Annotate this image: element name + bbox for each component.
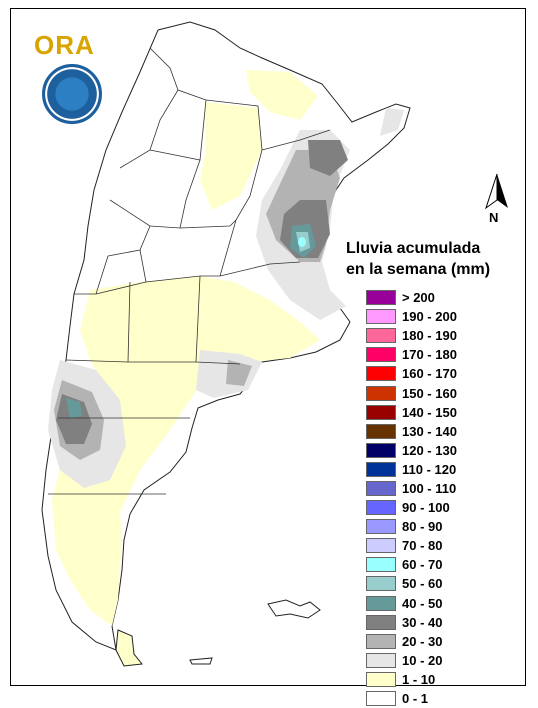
legend-item: 30 - 40 bbox=[366, 613, 516, 632]
legend-swatch bbox=[366, 480, 396, 496]
legend-label: 1 - 10 bbox=[402, 671, 436, 687]
legend-swatch bbox=[366, 328, 396, 344]
legend-item: 130 - 140 bbox=[366, 422, 516, 441]
legend-swatch bbox=[366, 309, 396, 325]
legend-swatch bbox=[366, 500, 396, 516]
north-label: N bbox=[489, 210, 499, 225]
legend-label: 150 - 160 bbox=[402, 385, 457, 401]
legend-swatch bbox=[366, 557, 396, 573]
legend-swatch bbox=[366, 347, 396, 363]
tierra-del-fuego-tip bbox=[189, 657, 213, 665]
legend-item: 0 - 1 bbox=[366, 689, 516, 708]
legend-label: 110 - 120 bbox=[402, 461, 457, 477]
legend-item: 90 - 100 bbox=[366, 498, 516, 517]
rain-zone-1-10 bbox=[52, 70, 320, 626]
legend-item: 120 - 130 bbox=[366, 441, 516, 460]
legend-swatch bbox=[366, 595, 396, 611]
legend-label: 70 - 80 bbox=[402, 538, 443, 554]
north-arrow-icon bbox=[485, 173, 508, 210]
legend-label: 50 - 60 bbox=[402, 576, 443, 592]
legend-item: 60 - 70 bbox=[366, 555, 516, 574]
legend-swatch bbox=[366, 519, 396, 535]
legend-swatch bbox=[366, 576, 396, 592]
legend-label: 170 - 180 bbox=[402, 347, 457, 363]
legend-label: 160 - 170 bbox=[402, 366, 457, 382]
legend-item: 80 - 90 bbox=[366, 517, 516, 536]
legend-label: 90 - 100 bbox=[402, 500, 450, 516]
legend-swatch bbox=[366, 652, 396, 668]
legend-label: 140 - 150 bbox=[402, 404, 457, 420]
legend-item: 140 - 150 bbox=[366, 403, 516, 422]
legend-label: 120 - 130 bbox=[402, 442, 457, 458]
legend-item: 50 - 60 bbox=[366, 574, 516, 593]
ora-logo-text: ORA bbox=[34, 30, 95, 60]
legend-item: 190 - 200 bbox=[366, 307, 516, 326]
legend-label: 0 - 1 bbox=[402, 691, 429, 707]
legend-title-line1: Lluvia acumulada bbox=[346, 240, 481, 257]
legend-swatch bbox=[366, 633, 396, 649]
legend-swatch bbox=[366, 614, 396, 630]
legend-item: 20 - 30 bbox=[366, 632, 516, 651]
legend-label: 40 - 50 bbox=[402, 595, 443, 611]
legend-label: 20 - 30 bbox=[402, 633, 443, 649]
smn-seal-logo bbox=[42, 64, 102, 124]
legend-item: 110 - 120 bbox=[366, 460, 516, 479]
legend-swatch bbox=[366, 366, 396, 382]
legend-item: 40 - 50 bbox=[366, 594, 516, 613]
legend-label: > 200 bbox=[402, 290, 435, 306]
legend: > 200 190 - 200 180 - 190 170 - 180 160 - 17… bbox=[366, 288, 516, 708]
malvinas-islands bbox=[267, 599, 321, 619]
legend-label: 190 - 200 bbox=[402, 309, 457, 325]
tierra-del-fuego bbox=[115, 629, 143, 667]
legend-item: 170 - 180 bbox=[366, 345, 516, 364]
legend-label: 80 - 90 bbox=[402, 519, 443, 535]
legend-label: 180 - 190 bbox=[402, 328, 457, 344]
legend-swatch bbox=[366, 671, 396, 687]
legend-item: > 200 bbox=[366, 288, 516, 307]
legend-label: 30 - 40 bbox=[402, 614, 443, 630]
legend-item: 160 - 170 bbox=[366, 364, 516, 383]
legend-swatch bbox=[366, 442, 396, 458]
legend-item: 70 - 80 bbox=[366, 536, 516, 555]
legend-item: 180 - 190 bbox=[366, 326, 516, 345]
legend-title: Lluvia acumulada en la semana (mm) bbox=[346, 238, 526, 280]
legend-swatch bbox=[366, 461, 396, 477]
legend-swatch bbox=[366, 385, 396, 401]
legend-item: 100 - 110 bbox=[366, 479, 516, 498]
legend-swatch bbox=[366, 404, 396, 420]
legend-title-line2: en la semana (mm) bbox=[346, 261, 491, 278]
legend-item: 1 - 10 bbox=[366, 670, 516, 689]
legend-swatch bbox=[366, 290, 396, 306]
legend-item: 150 - 160 bbox=[366, 383, 516, 402]
legend-label: 10 - 20 bbox=[402, 652, 443, 668]
legend-label: 100 - 110 bbox=[402, 480, 457, 496]
province-borders bbox=[48, 47, 331, 495]
rain-zone-60-70 bbox=[298, 237, 306, 247]
legend-item: 10 - 20 bbox=[366, 651, 516, 670]
legend-swatch bbox=[366, 691, 396, 707]
legend-label: 60 - 70 bbox=[402, 557, 443, 573]
legend-swatch bbox=[366, 538, 396, 554]
ora-logo: ORA bbox=[34, 30, 95, 61]
legend-swatch bbox=[366, 423, 396, 439]
legend-label: 130 - 140 bbox=[402, 423, 457, 439]
